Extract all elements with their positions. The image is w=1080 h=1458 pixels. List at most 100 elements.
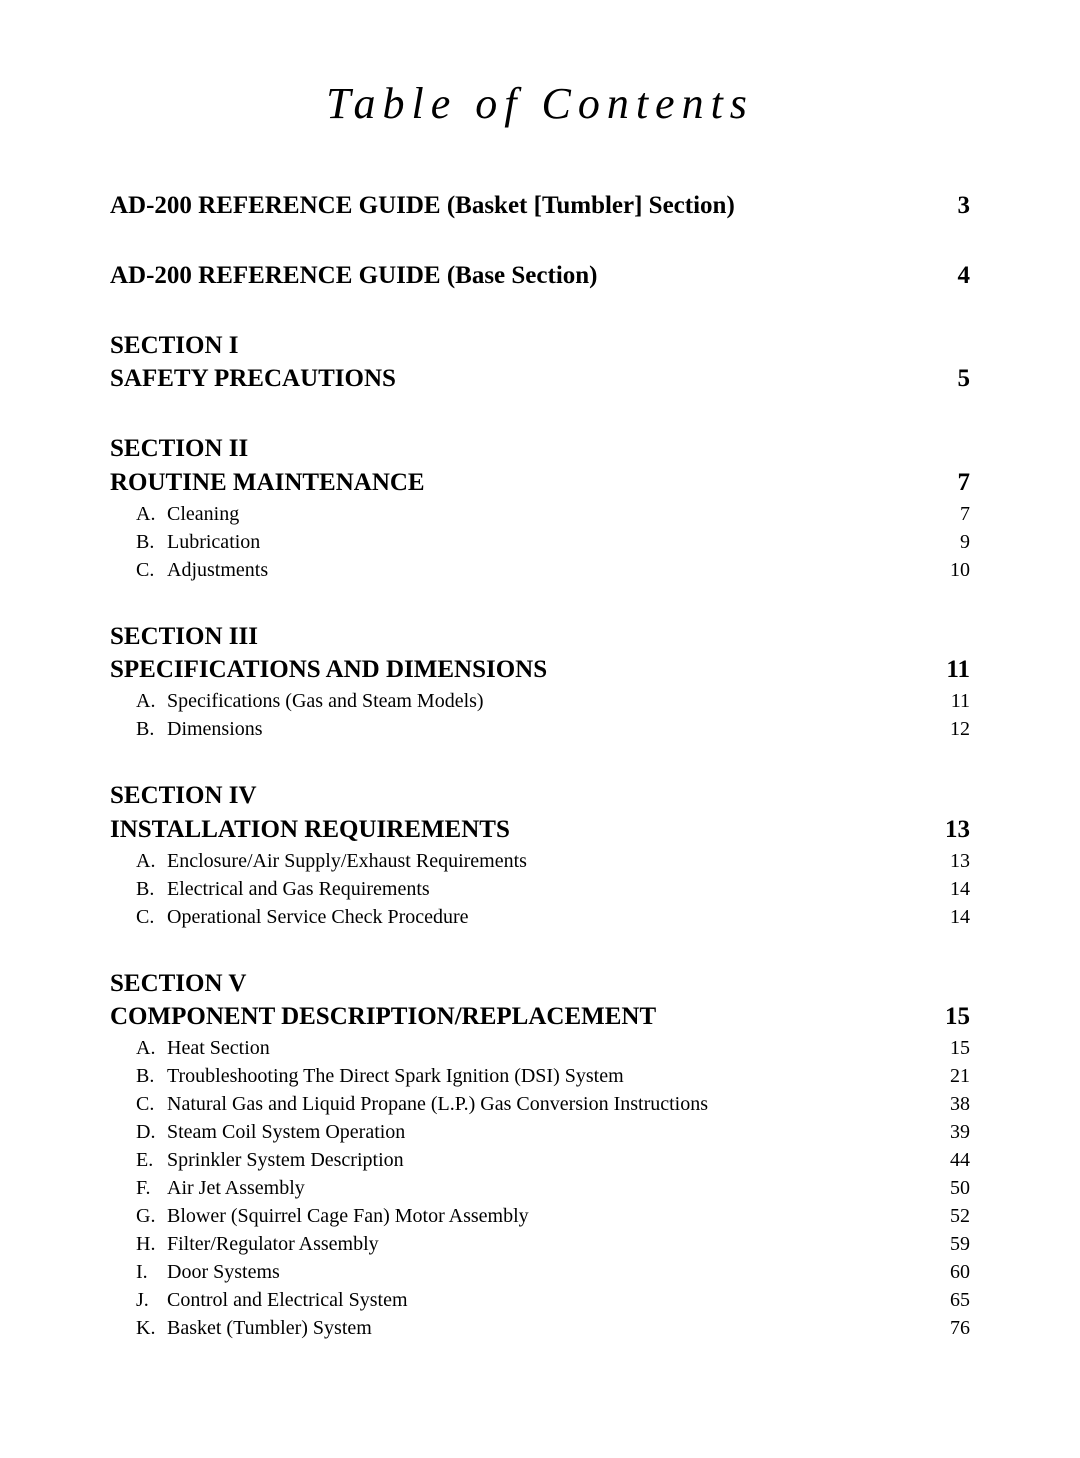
toc-entry: AD-200 REFERENCE GUIDE (Basket [Tumbler]…	[110, 189, 970, 223]
toc-item-label: Basket (Tumbler) System	[162, 1314, 372, 1342]
table-of-contents: AD-200 REFERENCE GUIDE (Basket [Tumbler]…	[110, 189, 970, 1378]
toc-entry: SECTION II ROUTINE MAINTENANCE 7 A. Clea…	[110, 432, 970, 584]
toc-section-heading: SECTION V	[110, 967, 246, 1001]
toc-sub-row: A. Enclosure/Air Supply/Exhaust Requirem…	[110, 847, 970, 875]
toc-major-row: ROUTINE MAINTENANCE 7	[110, 466, 970, 500]
page: Table of Contents AD-200 REFERENCE GUIDE…	[0, 0, 1080, 1458]
toc-item-label: Sprinkler System Description	[162, 1146, 404, 1174]
toc-item-marker: A.	[136, 1034, 162, 1062]
toc-sub-row: A. Specifications (Gas and Steam Models)…	[110, 687, 970, 715]
toc-item-marker: A.	[136, 847, 162, 875]
toc-major-row: INSTALLATION REQUIREMENTS 13	[110, 813, 970, 847]
toc-item-marker: C.	[136, 1090, 162, 1118]
toc-item-label: Natural Gas and Liquid Propane (L.P.) Ga…	[162, 1090, 708, 1118]
toc-item-label: Control and Electrical System	[162, 1286, 408, 1314]
toc-sub-row: F. Air Jet Assembly 50	[110, 1174, 970, 1202]
toc-label: SAFETY PRECAUTIONS	[110, 362, 396, 396]
toc-page-number: 13	[945, 813, 970, 847]
toc-section-label: SECTION III	[110, 620, 970, 654]
toc-item-label: Door Systems	[162, 1258, 280, 1286]
toc-item-marker: J.	[136, 1286, 162, 1314]
toc-sub-row: I. Door Systems 60	[110, 1258, 970, 1286]
toc-item-marker: B.	[136, 1062, 162, 1090]
toc-page-number: 50	[950, 1174, 970, 1202]
toc-item-label: Heat Section	[162, 1034, 270, 1062]
toc-major-row: AD-200 REFERENCE GUIDE (Base Section) 4	[110, 259, 970, 293]
toc-item-marker: C.	[136, 556, 162, 584]
toc-item-label: Specifications (Gas and Steam Models)	[162, 687, 484, 715]
toc-item-marker: E.	[136, 1146, 162, 1174]
toc-item-marker: I.	[136, 1258, 162, 1286]
toc-label: AD-200 REFERENCE GUIDE (Base Section)	[110, 259, 598, 293]
toc-item-label: Operational Service Check Procedure	[162, 903, 469, 931]
toc-section-label: SECTION II	[110, 432, 970, 466]
toc-major-row: AD-200 REFERENCE GUIDE (Basket [Tumbler]…	[110, 189, 970, 223]
toc-entry: SECTION I SAFETY PRECAUTIONS 5	[110, 329, 970, 397]
toc-page-number: 12	[950, 715, 970, 743]
toc-section-heading: SECTION II	[110, 432, 248, 466]
toc-page-number: 7	[950, 466, 970, 500]
toc-major-row: COMPONENT DESCRIPTION/REPLACEMENT 15	[110, 1000, 970, 1034]
toc-section-heading: SECTION III	[110, 620, 258, 654]
toc-sub-row: G. Blower (Squirrel Cage Fan) Motor Asse…	[110, 1202, 970, 1230]
toc-item-label: Dimensions	[162, 715, 263, 743]
toc-sub-row: D. Steam Coil System Operation 39	[110, 1118, 970, 1146]
toc-entry: SECTION III SPECIFICATIONS AND DIMENSION…	[110, 620, 970, 744]
toc-section-heading: SECTION IV	[110, 779, 257, 813]
toc-page-number: 9	[950, 528, 970, 556]
toc-sub-row: C. Operational Service Check Procedure 1…	[110, 903, 970, 931]
toc-section-label: SECTION I	[110, 329, 970, 363]
toc-label: AD-200 REFERENCE GUIDE (Basket [Tumbler]…	[110, 189, 735, 223]
toc-sub-row: B. Dimensions 12	[110, 715, 970, 743]
toc-item-marker: A.	[136, 687, 162, 715]
toc-item-label: Adjustments	[162, 556, 268, 584]
toc-item-marker: B.	[136, 528, 162, 556]
toc-sub-row: B. Troubleshooting The Direct Spark Igni…	[110, 1062, 970, 1090]
toc-item-marker: C.	[136, 903, 162, 931]
toc-sub-row: J. Control and Electrical System 65	[110, 1286, 970, 1314]
toc-page-number: 76	[950, 1314, 970, 1342]
toc-page-number: 21	[950, 1062, 970, 1090]
toc-page-number: 10	[950, 556, 970, 584]
toc-sub-row: H. Filter/Regulator Assembly 59	[110, 1230, 970, 1258]
toc-item-label: Blower (Squirrel Cage Fan) Motor Assembl…	[162, 1202, 529, 1230]
toc-page-number: 13	[950, 847, 970, 875]
toc-label: INSTALLATION REQUIREMENTS	[110, 813, 510, 847]
toc-item-marker: B.	[136, 875, 162, 903]
toc-entry: SECTION V COMPONENT DESCRIPTION/REPLACEM…	[110, 967, 970, 1343]
toc-page-number: 52	[950, 1202, 970, 1230]
toc-major-row: SPECIFICATIONS AND DIMENSIONS 11	[110, 653, 970, 687]
toc-page-number: 44	[950, 1146, 970, 1174]
toc-item-label: Air Jet Assembly	[162, 1174, 305, 1202]
toc-label: COMPONENT DESCRIPTION/REPLACEMENT	[110, 1000, 656, 1034]
toc-page-number: 15	[950, 1034, 970, 1062]
toc-page-number: 59	[950, 1230, 970, 1258]
toc-section-heading: SECTION I	[110, 329, 239, 363]
toc-item-label: Steam Coil System Operation	[162, 1118, 405, 1146]
toc-sub-row: C. Natural Gas and Liquid Propane (L.P.)…	[110, 1090, 970, 1118]
toc-page-number: 5	[950, 362, 970, 396]
toc-item-label: Enclosure/Air Supply/Exhaust Requirement…	[162, 847, 527, 875]
toc-item-label: Filter/Regulator Assembly	[162, 1230, 379, 1258]
toc-section-label: SECTION IV	[110, 779, 970, 813]
toc-page-number: 15	[945, 1000, 970, 1034]
toc-page-number: 14	[950, 903, 970, 931]
toc-label: ROUTINE MAINTENANCE	[110, 466, 425, 500]
toc-page-number: 60	[950, 1258, 970, 1286]
document-title: Table of Contents	[110, 78, 970, 129]
toc-sub-row: A. Heat Section 15	[110, 1034, 970, 1062]
toc-page-number: 4	[950, 259, 970, 293]
toc-page-number: 3	[950, 189, 970, 223]
toc-label: SPECIFICATIONS AND DIMENSIONS	[110, 653, 547, 687]
toc-entry: SECTION IV INSTALLATION REQUIREMENTS 13 …	[110, 779, 970, 931]
toc-sub-row: E. Sprinkler System Description 44	[110, 1146, 970, 1174]
toc-item-label: Cleaning	[162, 500, 239, 528]
toc-page-number: 38	[950, 1090, 970, 1118]
toc-entry: AD-200 REFERENCE GUIDE (Base Section) 4	[110, 259, 970, 293]
toc-sub-row: K. Basket (Tumbler) System 76	[110, 1314, 970, 1342]
toc-item-label: Troubleshooting The Direct Spark Ignitio…	[162, 1062, 624, 1090]
toc-section-label: SECTION V	[110, 967, 970, 1001]
toc-page-number: 65	[950, 1286, 970, 1314]
toc-page-number: 39	[950, 1118, 970, 1146]
toc-page-number: 14	[950, 875, 970, 903]
